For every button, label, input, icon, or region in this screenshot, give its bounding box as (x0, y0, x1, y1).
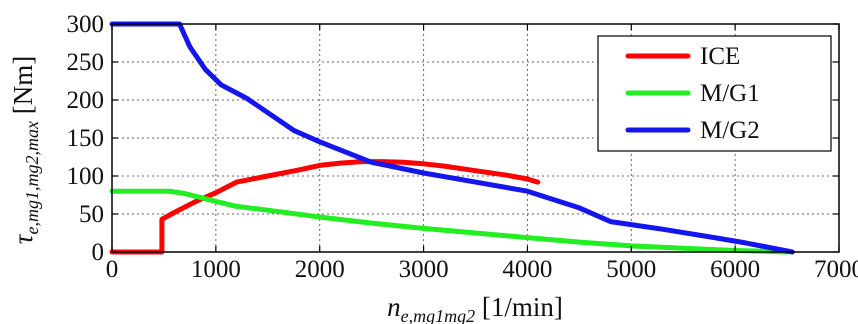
x-tick-label: 1000 (191, 256, 241, 283)
series-line-m-g2 (109, 21, 795, 255)
x-tick-label: 6000 (710, 256, 760, 283)
legend-label-m-g2: M/G2 (700, 117, 760, 144)
y-axis-label-main: τ (8, 233, 38, 244)
x-tick-label: 4000 (502, 256, 552, 283)
series-lines (109, 21, 795, 255)
y-tick-label: 50 (79, 201, 104, 228)
x-axis-label: ne,mg1mg2 [1/min] (387, 292, 563, 324)
x-tick-label: 0 (106, 256, 119, 283)
x-axis-label-main: n (387, 292, 401, 322)
x-tick-label: 7000 (814, 256, 858, 283)
y-axis: 0 50 100 150 200 250 300 (67, 11, 839, 266)
y-tick-label: 300 (67, 11, 105, 38)
series-line-ice (109, 159, 541, 255)
y-axis-label-unit: [Nm] (8, 56, 38, 121)
legend: ICE M/G1 M/G2 (597, 35, 832, 152)
x-axis: 0 1000 2000 3000 4000 5000 6000 7000 (106, 24, 858, 283)
y-tick-label: 200 (67, 87, 105, 114)
y-tick-label: 0 (92, 239, 105, 266)
legend-label-m-g1: M/G1 (700, 80, 760, 107)
y-tick-label: 150 (67, 125, 105, 152)
y-tick-label: 100 (67, 163, 105, 190)
y-axis-label: τe,mg1,mg2,max [Nm] (8, 56, 42, 244)
series-line-m-g1 (109, 188, 790, 255)
x-axis-label-unit: [1/min] (475, 292, 563, 322)
x-tick-label: 5000 (606, 256, 656, 283)
x-axis-label-subscript: e,mg1mg2 (401, 306, 476, 324)
x-tick-label: 2000 (295, 256, 345, 283)
x-tick-label: 3000 (399, 256, 449, 283)
y-tick-label: 250 (67, 49, 105, 76)
y-axis-label-subscript: e,mg1,mg2,max (22, 121, 42, 234)
legend-label-ice: ICE (700, 43, 740, 70)
